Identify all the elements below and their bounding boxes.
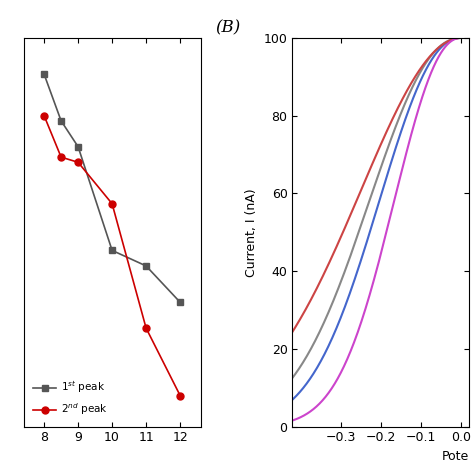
2$^{nd}$ peak bbox=[177, 392, 183, 398]
1$^{st}$ peak bbox=[143, 263, 149, 269]
2$^{nd}$ peak bbox=[58, 154, 64, 160]
Legend: 1$^{st}$ peak, 2$^{nd}$ peak: 1$^{st}$ peak, 2$^{nd}$ peak bbox=[29, 375, 112, 421]
1$^{st}$ peak bbox=[177, 300, 183, 305]
2$^{nd}$ peak bbox=[75, 159, 81, 165]
Y-axis label: Current, I (nA): Current, I (nA) bbox=[245, 188, 258, 276]
1$^{st}$ peak bbox=[109, 247, 115, 253]
2$^{nd}$ peak bbox=[143, 325, 149, 331]
1$^{st}$ peak bbox=[75, 144, 81, 150]
2$^{nd}$ peak bbox=[41, 113, 47, 118]
Line: 1$^{st}$ peak: 1$^{st}$ peak bbox=[41, 71, 183, 306]
1$^{st}$ peak bbox=[41, 72, 47, 77]
Text: (B): (B) bbox=[215, 19, 240, 36]
1$^{st}$ peak bbox=[58, 118, 64, 124]
Line: 2$^{nd}$ peak: 2$^{nd}$ peak bbox=[41, 112, 183, 399]
X-axis label: Pote: Pote bbox=[442, 450, 469, 463]
2$^{nd}$ peak bbox=[109, 201, 115, 207]
